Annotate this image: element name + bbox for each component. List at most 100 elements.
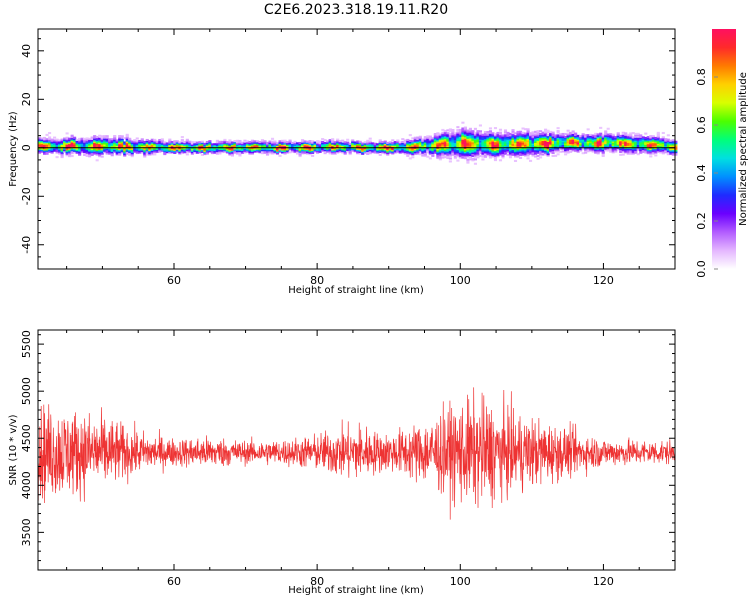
spectrogram-cell [446, 152, 450, 155]
spectrogram-cell [456, 152, 460, 155]
spectrogram-cell [418, 148, 422, 151]
spectrogram-cell [601, 134, 605, 137]
spectrogram-cell [200, 149, 204, 152]
spectrogram-cell [343, 148, 347, 151]
spectrogram-cell [539, 133, 543, 136]
spectrogram-cell [198, 142, 202, 145]
spectrogram-cell [358, 142, 362, 145]
spectrogram-cell [428, 139, 432, 142]
spectrogram-cell [576, 136, 580, 139]
spectrogram-cell [426, 148, 430, 151]
spectrogram-cell [488, 147, 493, 150]
spectrogram-cell [118, 145, 122, 148]
spectrogram-cell [476, 137, 480, 140]
spectrogram-cell [43, 145, 47, 148]
spectrogram-cell [674, 149, 678, 152]
spectrogram-cell [634, 141, 638, 144]
spectrogram-cell [431, 141, 435, 144]
spectrogram-cell [180, 138, 184, 141]
spectrogram-cell [446, 136, 450, 139]
spectrogram-cell [406, 151, 410, 155]
spectrogram-cell [649, 140, 653, 143]
spectrogram-cell [286, 144, 290, 147]
spectrogram-cell [403, 143, 407, 146]
spectrogram-cell [148, 150, 152, 153]
spectrogram-cell [431, 151, 435, 154]
spectrogram-cell [488, 137, 493, 140]
spectrogram-cell [619, 136, 623, 139]
spectrogram-cell [413, 138, 417, 141]
spectrogram-cell [115, 145, 119, 148]
spectrogram-cell [659, 141, 663, 144]
spectrogram-cell [433, 151, 437, 154]
spectrogram-cell [456, 130, 460, 133]
colorbar-gradient [712, 29, 736, 269]
spectrogram-cell [130, 147, 134, 150]
spectrogram-cell [416, 140, 420, 143]
spectrogram-cell [506, 149, 510, 152]
spectrogram-cell [283, 148, 287, 151]
spectrogram-cell [606, 149, 610, 152]
spectrogram-cell [135, 149, 139, 152]
spectrogram-cell [233, 148, 237, 151]
spectrogram-cell [448, 138, 452, 141]
spectrogram-cell [501, 143, 505, 146]
spectrogram-cell [105, 151, 109, 154]
spectrogram-cell [579, 139, 583, 142]
spectrogram-cell [203, 144, 207, 147]
spectrogram-cell [626, 149, 630, 152]
spectrogram-cell [431, 137, 435, 140]
spectrogram-cell [541, 131, 545, 134]
spectrogram-cell [438, 155, 442, 158]
spectrogram-cell [268, 142, 272, 145]
spectrogram-cell [398, 151, 402, 154]
spectrogram-cell [393, 145, 397, 148]
spectrogram-cell [228, 148, 232, 151]
spectrogram-cell [180, 149, 184, 152]
spectrogram-cell [193, 142, 197, 145]
spectrogram-cell [446, 129, 450, 132]
spectrogram-cell [333, 151, 337, 154]
spectrogram-cell [133, 143, 137, 146]
spectrogram-cell [80, 149, 84, 152]
spectrogram-cell [491, 149, 495, 152]
spectrogram-cell [616, 138, 620, 141]
spectrogram-cell [556, 150, 560, 153]
spectrogram-cell [513, 154, 518, 157]
snr-x-ticks: 60 80 100 120 [66, 330, 676, 588]
spectrogram-cell [473, 162, 477, 165]
spectrogram-cell [188, 150, 192, 153]
spectrogram-cell [70, 139, 74, 142]
spectrogram-cell [604, 144, 608, 147]
x-tick-label: 100 [450, 575, 471, 588]
spectrogram-cell [496, 153, 500, 156]
spectrogram-cell [506, 144, 510, 148]
spectrogram-cell [393, 151, 397, 154]
spectrogram-cell [626, 138, 630, 141]
spectrogram-cell [471, 130, 475, 133]
spectrogram-cell [78, 140, 82, 143]
spectrogram-cell [584, 135, 588, 138]
spectrogram-cell [528, 135, 533, 138]
spectrogram-cell [463, 155, 467, 158]
spectrogram-cell [155, 143, 159, 146]
spectrogram-cell [48, 150, 52, 153]
spectrogram-cell [95, 149, 99, 152]
spectrogram-cell [158, 149, 162, 152]
spectrogram-cell [551, 138, 555, 141]
spectrogram-cell [165, 148, 169, 151]
spectrogram-cell [215, 145, 219, 148]
spectrogram-cell [571, 134, 575, 137]
spectrogram-cell [145, 153, 149, 156]
spectrogram-cell [526, 129, 530, 132]
spectrogram-cell [53, 140, 57, 143]
spectrogram-cell [193, 151, 197, 154]
spectrogram-cell [634, 135, 638, 138]
spectrogram-cell [574, 139, 578, 142]
spectrogram-cell [40, 141, 44, 144]
spectrogram-cell [566, 142, 570, 145]
spectrogram-cell [446, 139, 450, 142]
spectrogram-cell [528, 132, 533, 135]
spectrogram-cell [80, 143, 84, 146]
spectrogram-cell [471, 149, 475, 152]
